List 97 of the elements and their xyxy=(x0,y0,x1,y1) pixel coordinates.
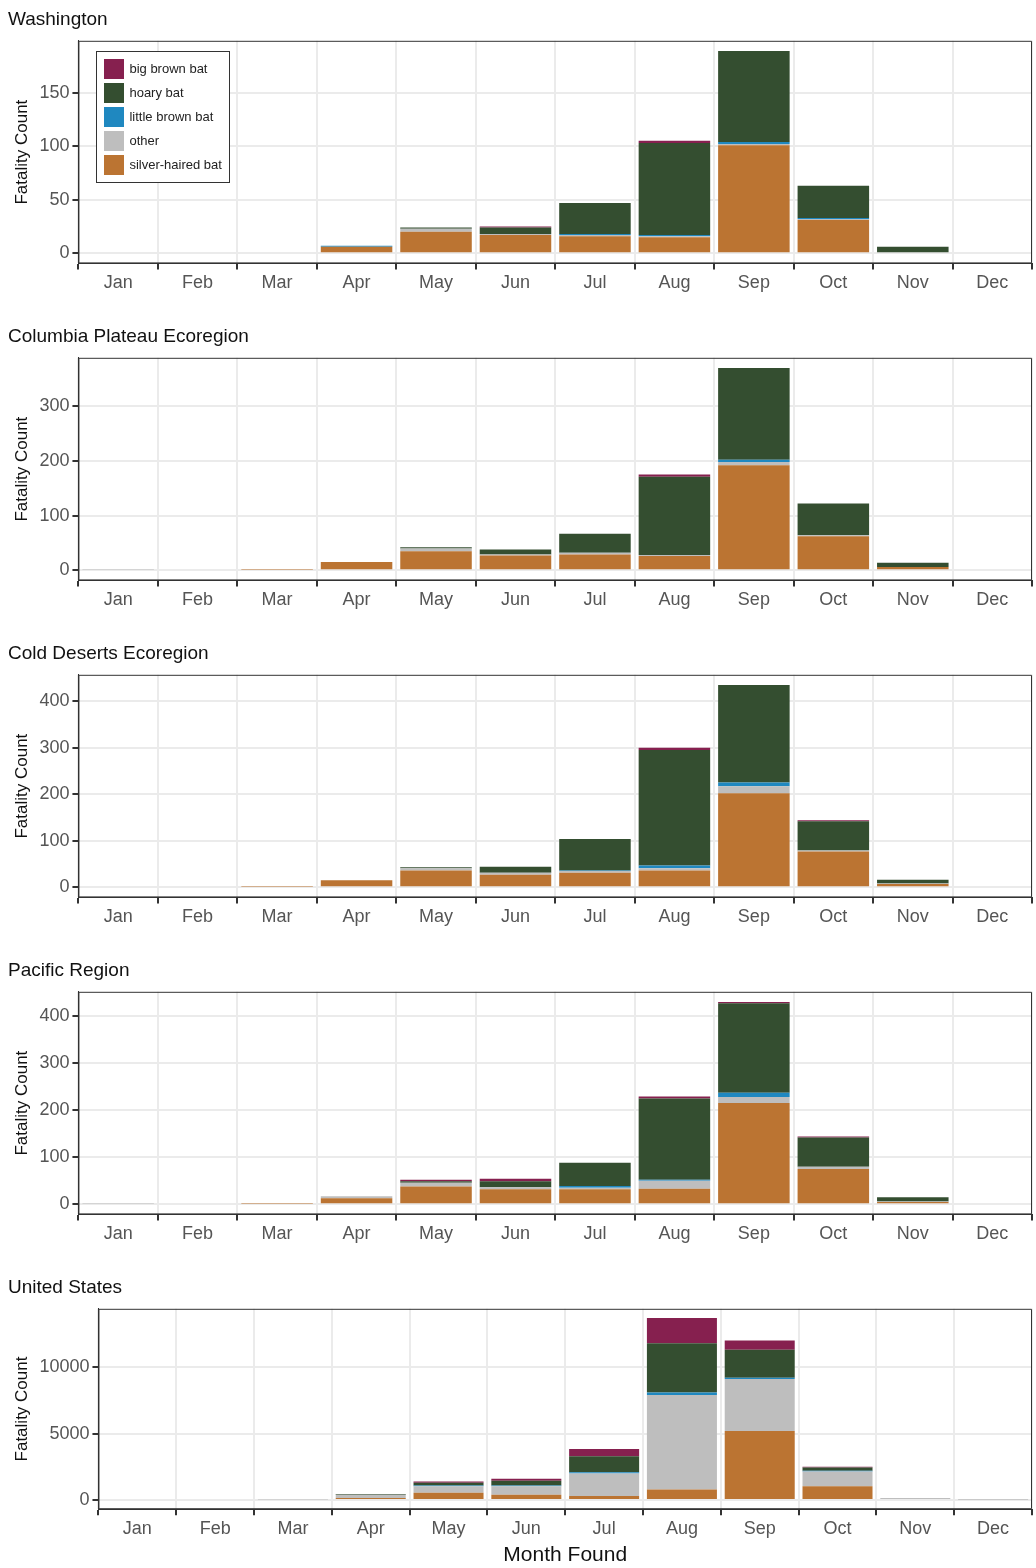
x-tick-label: Jul xyxy=(592,1517,616,1538)
y-tick-label: 400 xyxy=(39,690,70,711)
y-axis-title: Fatality Count xyxy=(11,733,31,839)
y-axis-title: Fatality Count xyxy=(11,416,31,522)
y-tick-label: 100 xyxy=(39,504,70,525)
x-tick-label: Feb xyxy=(182,1223,214,1244)
x-tick-label: Jul xyxy=(583,1223,607,1244)
chart-title: Cold Deserts Ecoregion xyxy=(8,641,209,663)
x-tick-label: Jun xyxy=(500,272,530,293)
x-tick-label: Aug xyxy=(658,272,691,293)
x-tick-label: Jul xyxy=(583,906,607,927)
x-tick-label: Sep xyxy=(737,589,770,610)
x-tick-label: May xyxy=(431,1517,466,1538)
x-tick-label: Mar xyxy=(261,906,293,927)
x-tick-label: Sep xyxy=(737,272,770,293)
y-tick-label: 0 xyxy=(59,559,70,580)
x-tick-label: Mar xyxy=(261,589,293,610)
legend-label: little brown bat xyxy=(129,109,214,125)
x-tick-label: Jan xyxy=(103,589,133,610)
x-tick-label: Jul xyxy=(583,589,607,610)
x-tick-label: Aug xyxy=(658,906,691,927)
x-tick-label: Mar xyxy=(261,1223,293,1244)
chart-title: Pacific Region xyxy=(8,958,130,980)
y-tick-label: 150 xyxy=(39,81,70,102)
y-tick-label: 0 xyxy=(59,1193,70,1214)
chart-title: United States xyxy=(8,1275,123,1297)
x-tick-label: Sep xyxy=(737,906,770,927)
y-tick-label: 200 xyxy=(39,783,70,804)
chart-title: Columbia Plateau Ecoregion xyxy=(8,324,249,346)
legend-label: big brown bat xyxy=(129,61,208,77)
x-tick-label: Feb xyxy=(199,1517,231,1538)
x-tick-label: Jun xyxy=(511,1517,541,1538)
x-tick-label: Mar xyxy=(277,1517,309,1538)
y-tick-label: 300 xyxy=(39,736,70,757)
x-tick-label: Jul xyxy=(583,272,607,293)
y-tick-label: 0 xyxy=(79,1489,90,1510)
y-axis-title: Fatality Count xyxy=(11,99,31,205)
x-axis-title: Month Found xyxy=(503,1542,628,1566)
y-tick-label: 100 xyxy=(39,135,70,156)
legend-label: hoary bat xyxy=(129,85,184,101)
x-tick-label: Mar xyxy=(261,272,293,293)
x-tick-label: Nov xyxy=(896,906,929,927)
y-tick-label: 50 xyxy=(49,188,70,209)
x-tick-label: Apr xyxy=(342,1223,371,1244)
y-axis-title: Fatality Count xyxy=(11,1356,31,1462)
chart-title: Washington xyxy=(8,7,108,29)
x-tick-label: Feb xyxy=(182,589,214,610)
x-tick-label: Feb xyxy=(182,272,214,293)
x-tick-label: Apr xyxy=(342,906,371,927)
x-tick-label: Aug xyxy=(658,589,691,610)
x-tick-label: Nov xyxy=(896,272,929,293)
x-tick-label: Oct xyxy=(823,1517,852,1538)
x-tick-label: Apr xyxy=(342,589,371,610)
y-tick-label: 300 xyxy=(39,1052,70,1073)
y-tick-label: 200 xyxy=(39,449,70,470)
y-tick-label: 5000 xyxy=(49,1422,90,1443)
x-tick-label: Aug xyxy=(658,1223,691,1244)
x-tick-label: Sep xyxy=(737,1223,770,1244)
x-tick-label: Jun xyxy=(500,1223,530,1244)
y-tick-label: 200 xyxy=(39,1099,70,1120)
x-tick-label: Dec xyxy=(976,906,1009,927)
y-tick-label: 0 xyxy=(59,876,70,897)
x-tick-label: Jan xyxy=(103,272,133,293)
x-tick-label: Oct xyxy=(819,1223,848,1244)
x-tick-label: Nov xyxy=(896,589,929,610)
x-tick-label: Dec xyxy=(976,1223,1009,1244)
y-tick-label: 400 xyxy=(39,1005,70,1026)
x-tick-label: Dec xyxy=(976,589,1009,610)
x-tick-label: Jun xyxy=(500,589,530,610)
x-tick-label: Nov xyxy=(896,1223,929,1244)
legend-label: silver-haired bat xyxy=(129,157,222,173)
y-tick-label: 100 xyxy=(39,1146,70,1167)
y-axis-title: Fatality Count xyxy=(11,1050,31,1156)
x-tick-label: Oct xyxy=(819,589,848,610)
y-tick-label: 100 xyxy=(39,829,70,850)
x-tick-label: Sep xyxy=(743,1517,776,1538)
x-tick-label: May xyxy=(419,272,454,293)
x-tick-label: Oct xyxy=(819,906,848,927)
x-tick-label: May xyxy=(419,906,454,927)
x-tick-label: Nov xyxy=(899,1517,932,1538)
x-tick-label: May xyxy=(419,1223,454,1244)
x-tick-label: Apr xyxy=(342,272,371,293)
x-tick-label: Oct xyxy=(819,272,848,293)
x-tick-label: Dec xyxy=(977,1517,1010,1538)
legend-label: other xyxy=(129,133,160,149)
x-tick-label: Jan xyxy=(103,1223,133,1244)
x-tick-label: Jan xyxy=(122,1517,152,1538)
x-tick-label: Aug xyxy=(665,1517,698,1538)
x-tick-label: May xyxy=(419,589,454,610)
x-tick-label: Feb xyxy=(182,906,214,927)
y-tick-label: 0 xyxy=(59,242,70,263)
x-tick-label: Jun xyxy=(500,906,530,927)
x-tick-label: Jan xyxy=(103,906,133,927)
y-tick-label: 10000 xyxy=(39,1356,90,1377)
x-tick-label: Dec xyxy=(976,272,1009,293)
x-tick-label: Apr xyxy=(356,1517,385,1538)
y-tick-label: 300 xyxy=(39,395,70,416)
